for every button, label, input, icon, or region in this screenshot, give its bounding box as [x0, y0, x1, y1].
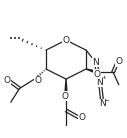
Text: O: O [62, 91, 69, 100]
Polygon shape [65, 79, 67, 95]
Text: O: O [116, 57, 123, 66]
Text: O: O [62, 36, 69, 45]
Text: •••: ••• [9, 36, 21, 43]
Text: $^+$: $^+$ [100, 75, 107, 84]
Text: N: N [97, 78, 103, 87]
Text: O: O [3, 76, 10, 85]
Polygon shape [86, 69, 97, 73]
Text: N: N [99, 99, 106, 108]
Text: $^-$: $^-$ [103, 96, 110, 105]
Text: O: O [34, 76, 41, 85]
Text: N: N [92, 58, 99, 67]
Text: O: O [93, 70, 100, 79]
Text: O: O [78, 113, 85, 122]
